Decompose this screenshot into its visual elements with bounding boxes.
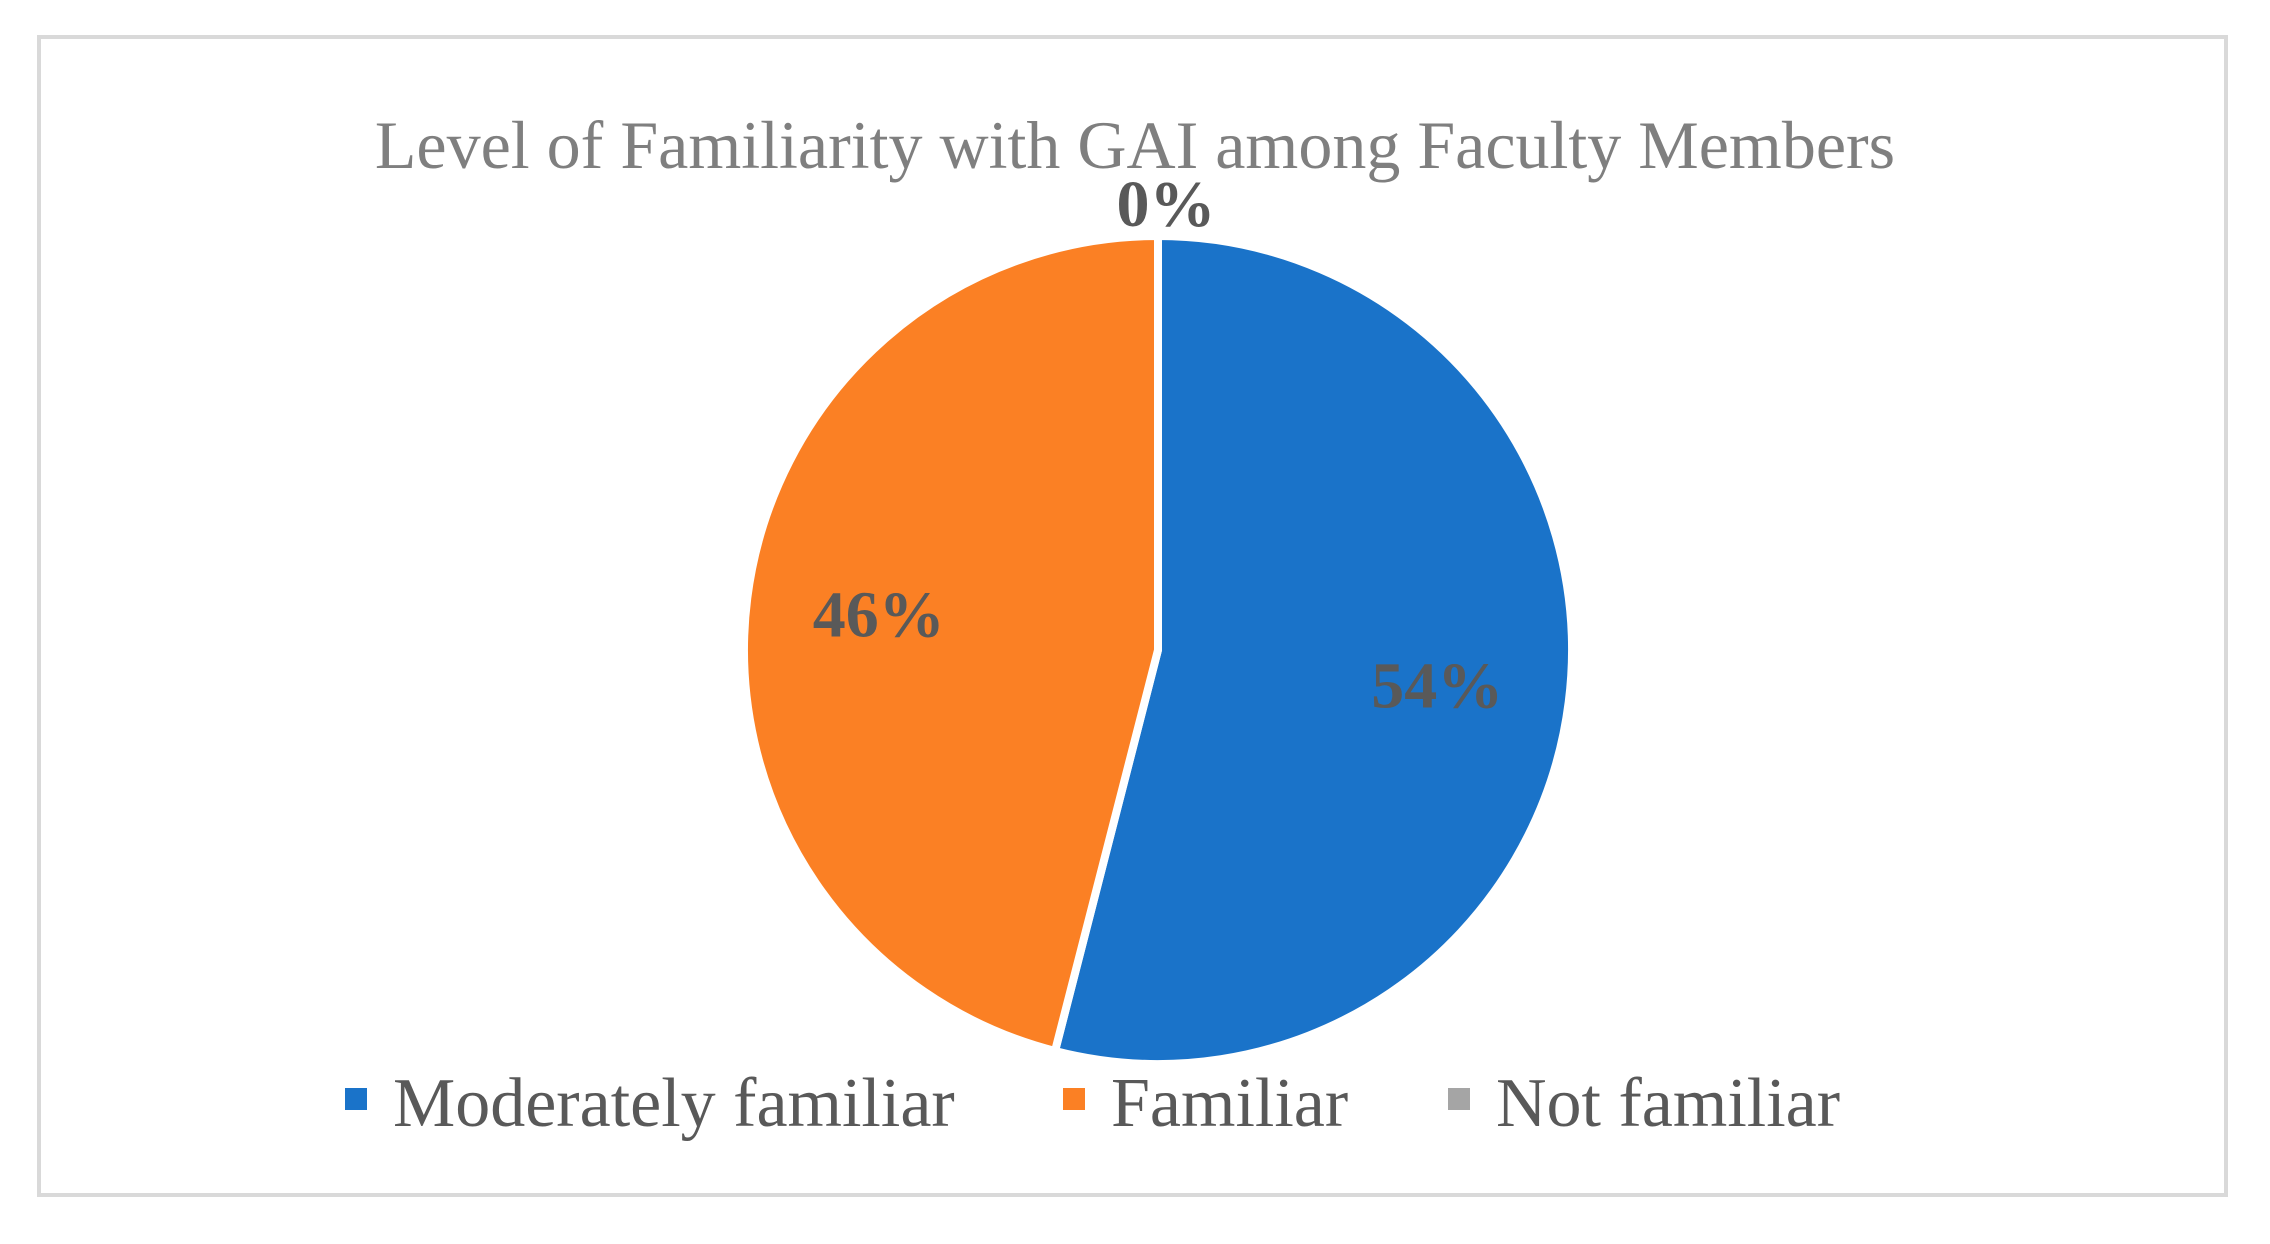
data-label-not-familiar: 0% [1117,168,1216,241]
chart-title: Level of Familiarity with GAI among Facu… [375,107,1895,183]
data-label-familiar: 46% [813,579,945,652]
pie-slice-familiar [740,231,1162,1056]
legend-label-familiar: Familiar [1111,1065,1348,1142]
legend: Moderately familiar Familiar Not familiar [345,1065,1840,1142]
legend-label-moderately-familiar: Moderately familiar [393,1065,955,1142]
pie-slice-moderately-familiar [1050,231,1576,1068]
data-labels: 54% 46% 0% [813,168,1504,722]
legend-item-moderately-familiar: Moderately familiar [345,1065,955,1142]
legend-label-not-familiar: Not familiar [1496,1065,1840,1142]
legend-swatch-not-familiar [1448,1088,1470,1110]
data-label-moderately-familiar: 54% [1371,649,1503,722]
legend-item-not-familiar: Not familiar [1448,1065,1840,1142]
legend-swatch-moderately-familiar [345,1088,367,1110]
pie-slices [740,231,1576,1068]
legend-item-familiar: Familiar [1063,1065,1348,1142]
legend-swatch-familiar [1063,1088,1085,1110]
